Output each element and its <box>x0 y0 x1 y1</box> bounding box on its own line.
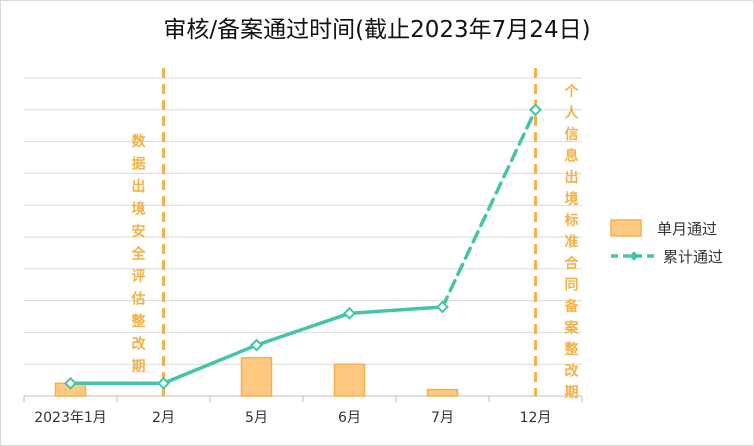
series-line-segment <box>440 108 538 309</box>
series-point <box>436 300 449 314</box>
x-tick-label: 6月 <box>338 410 361 426</box>
series-point <box>529 103 542 117</box>
legend-swatch-marker <box>629 251 639 261</box>
series-line-segment <box>347 305 445 316</box>
series-point <box>250 338 263 352</box>
x-tick-label: 12月 <box>520 410 552 426</box>
x-tick-label: 2023年1月 <box>34 410 107 426</box>
annotation-label: 数据出境安全评估整改期 <box>131 133 147 375</box>
series-line-segment <box>161 343 259 386</box>
legend-label: 单月通过 <box>657 220 717 238</box>
x-tick-label: 7月 <box>431 410 454 426</box>
legend-swatch-bar <box>610 219 642 237</box>
legend-label: 累计通过 <box>663 248 723 266</box>
series-point <box>343 306 356 320</box>
x-tick-label: 5月 <box>245 410 268 426</box>
annotation-label: 个人信息出境标准合同备案整改期 <box>564 83 580 401</box>
series-line-segment <box>254 311 352 347</box>
series-point <box>64 376 77 390</box>
series-point <box>157 376 170 390</box>
bar <box>333 363 366 397</box>
bar <box>426 388 459 397</box>
bar <box>240 357 273 397</box>
chart-title: 审核/备案通过时间(截止2023年7月24日) <box>163 17 591 43</box>
x-tick-label: 2月 <box>152 410 175 426</box>
